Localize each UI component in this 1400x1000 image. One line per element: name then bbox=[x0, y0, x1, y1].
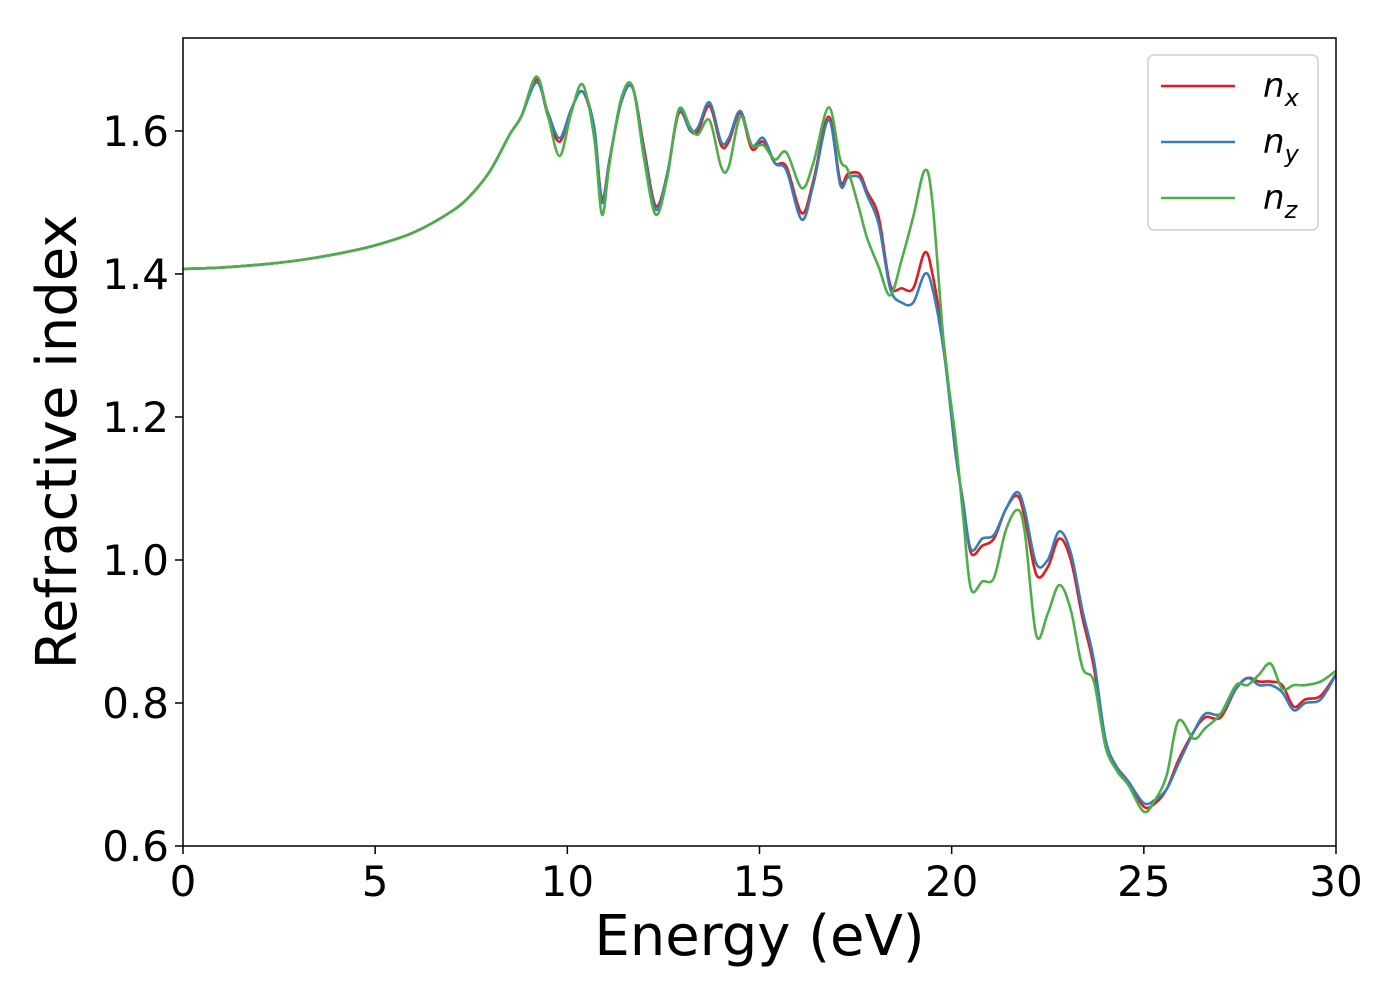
x-tick-label: 25 bbox=[1117, 857, 1170, 906]
x-tick-label: 20 bbox=[925, 857, 978, 906]
y-axis-label: Refractive index bbox=[25, 215, 90, 670]
y-tick-label: 1.6 bbox=[102, 107, 169, 156]
y-axis-ticks: 0.6 0.8 1.0 1.2 1.4 1.6 bbox=[102, 107, 183, 871]
legend-entry-nx: nx bbox=[1263, 66, 1300, 112]
series-layer bbox=[182, 75, 1338, 814]
legend-entry-symbol: n bbox=[1263, 66, 1285, 106]
x-tick-label: 15 bbox=[733, 857, 786, 906]
y-tick-label: 0.6 bbox=[102, 822, 169, 871]
series-line-nx bbox=[182, 78, 1338, 810]
legend-entry-subscript: x bbox=[1284, 84, 1300, 112]
y-tick-label: 1.4 bbox=[102, 250, 169, 299]
legend-entry-subscript: z bbox=[1284, 196, 1299, 224]
y-tick-label: 1.0 bbox=[102, 536, 169, 585]
x-axis-ticks: 0 5 10 15 20 25 30 bbox=[170, 846, 1363, 906]
y-tick-label: 0.8 bbox=[102, 679, 169, 728]
x-tick-label: 5 bbox=[362, 857, 389, 906]
x-axis-label: Energy (eV) bbox=[594, 904, 924, 969]
x-tick-label: 10 bbox=[541, 857, 594, 906]
legend-entry-ny: ny bbox=[1263, 122, 1300, 168]
legend-entry-symbol: n bbox=[1263, 178, 1285, 218]
legend-entry-nz: nz bbox=[1263, 178, 1299, 224]
legend-entry-symbol: n bbox=[1263, 122, 1285, 162]
x-tick-label: 0 bbox=[170, 857, 197, 906]
y-tick-label: 1.2 bbox=[102, 393, 169, 442]
x-tick-label: 30 bbox=[1309, 857, 1362, 906]
series-line-nz bbox=[182, 75, 1337, 814]
legend-entry-subscript: y bbox=[1284, 140, 1300, 168]
